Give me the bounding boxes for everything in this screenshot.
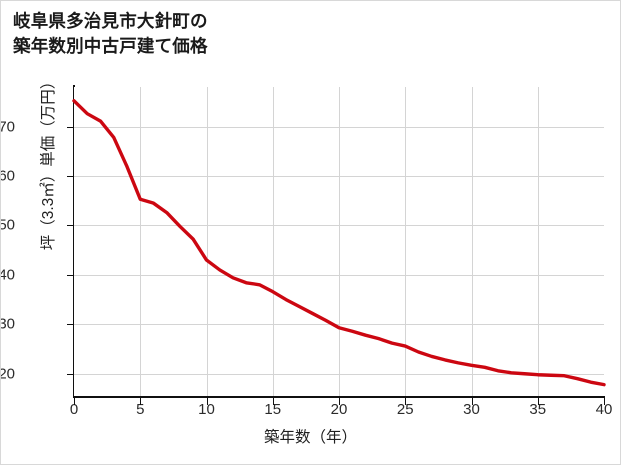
- x-tick-label: 40: [595, 401, 613, 418]
- x-tick-label: 15: [264, 401, 282, 418]
- x-tick-mark: [604, 398, 605, 405]
- x-axis-title: 築年数（年）: [263, 429, 357, 446]
- x-tick-mark: [74, 398, 75, 405]
- x-tick-mark: [339, 398, 340, 405]
- y-tick-mark: [67, 175, 74, 177]
- gridline-vertical: [140, 87, 142, 396]
- y-tick-mark: [67, 225, 74, 227]
- gridline-vertical: [339, 87, 340, 396]
- y-tick-label: 30: [1, 315, 15, 333]
- x-tick-label: 25: [396, 401, 414, 418]
- gridline-vertical: [206, 87, 208, 396]
- x-tick-label: 30: [463, 401, 480, 418]
- line-series: [72, 99, 606, 387]
- y-tick-label: 50: [1, 216, 15, 234]
- x-tick-mark: [272, 398, 274, 405]
- gridline-vertical: [537, 87, 539, 396]
- y-tick-mark: [67, 373, 74, 375]
- x-tick-label: 10: [198, 401, 215, 418]
- y-tick-label: 40: [1, 266, 15, 284]
- x-tick-mark: [537, 398, 539, 405]
- y-tick-label: 70: [1, 118, 15, 136]
- x-tick-label: 35: [529, 401, 547, 418]
- x-tick-mark: [405, 398, 407, 405]
- x-tick-mark: [140, 398, 142, 405]
- y-tick-label: 20: [1, 365, 15, 383]
- y-tick-mark: [67, 324, 74, 326]
- gridline-vertical: [405, 87, 407, 396]
- series-polyline: [72, 99, 606, 387]
- x-tick-label: 0: [69, 401, 79, 418]
- x-tick-label: 5: [136, 401, 145, 418]
- y-tick-label: 60: [1, 167, 15, 185]
- y-axis-title: 坪（3.3㎡）単価（万円）: [40, 73, 57, 251]
- x-tick-mark: [206, 398, 208, 405]
- x-tick-label: 20: [330, 401, 348, 418]
- plot-area: [72, 87, 606, 396]
- x-tick-mark: [471, 398, 473, 405]
- y-tick-mark: [67, 274, 74, 276]
- gridline-vertical: [272, 87, 274, 396]
- page-title: 岐阜県多治見市大針町の 築年数別中古戸建て価格: [13, 11, 208, 56]
- plot-spine-bottom: [73, 396, 605, 398]
- y-tick-mark: [67, 126, 74, 128]
- gridline-vertical: [471, 87, 473, 396]
